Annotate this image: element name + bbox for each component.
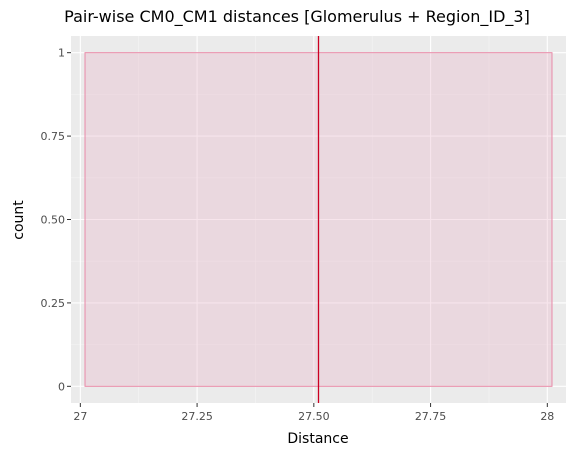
- y-tick-label: 0.50: [41, 214, 66, 227]
- x-tick-label: 27.75: [415, 410, 447, 423]
- x-tick-label: 27: [73, 410, 87, 423]
- y-tick-label: 0: [58, 380, 65, 393]
- y-tick-label: 0.75: [41, 130, 66, 143]
- y-axis-title: count: [11, 200, 27, 240]
- y-axis-ticks: 0 0.25 0.50 0.75 1: [41, 47, 71, 393]
- chart-title: Pair-wise CM0_CM1 distances [Glomerulus …: [64, 7, 530, 27]
- x-axis-ticks: 27 27.25 27.50 27.75 28: [73, 403, 554, 423]
- x-tick-label: 28: [540, 410, 554, 423]
- x-tick-label: 27.50: [298, 410, 330, 423]
- x-axis-title: Distance: [287, 431, 348, 447]
- x-tick-label: 27.25: [181, 410, 213, 423]
- y-tick-label: 0.25: [41, 297, 66, 310]
- y-tick-label: 1: [58, 47, 65, 60]
